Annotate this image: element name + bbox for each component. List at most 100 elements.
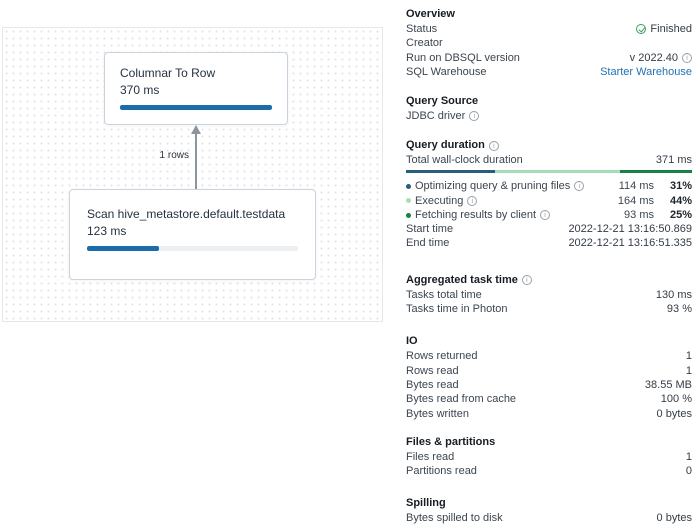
- row-label: Creator: [406, 37, 443, 50]
- node-progress-bar: [87, 246, 159, 251]
- row-label: Optimizing query & pruning files: [415, 180, 571, 193]
- row-label: Bytes read from cache: [406, 393, 517, 406]
- row-label: SQL Warehouse: [406, 65, 487, 78]
- warehouse-link[interactable]: Starter Warehouse: [600, 65, 692, 78]
- section-title: Spilling: [406, 497, 446, 510]
- row-value: 93 %: [666, 303, 692, 316]
- edge-rows-label: 1 rows: [159, 150, 189, 161]
- row-value: 371 ms: [655, 154, 692, 167]
- sql-warehouse-row: SQL Warehouse Starter Warehouse: [406, 65, 692, 79]
- duration-ms: 93 ms: [624, 208, 654, 221]
- section-title: Query duration: [406, 139, 485, 152]
- end-time-row: End time 2022-12-21 13:16:51.335: [406, 236, 692, 250]
- duration-stacked-bar: [406, 169, 692, 174]
- bytes-cache-row: Bytes read from cache 100 %: [406, 392, 692, 406]
- row-label: Tasks total time: [406, 288, 482, 301]
- duration-pct: 44%: [669, 194, 692, 207]
- bytes-written-row: Bytes written 0 bytes: [406, 407, 692, 421]
- row-label: Bytes spilled to disk: [406, 512, 503, 525]
- row-label: Rows returned: [406, 350, 478, 363]
- start-time-row: Start time 2022-12-21 13:16:50.869: [406, 222, 692, 236]
- total-duration-row: Total wall-clock duration 371 ms: [406, 153, 692, 167]
- status-badge: Finished: [650, 23, 692, 35]
- section-title: Query Source: [406, 95, 479, 108]
- node-title: Scan hive_metastore.default.testdata: [87, 207, 286, 221]
- bullet-icon: [406, 212, 411, 218]
- row-value: 2022-12-21 13:16:51.335: [568, 237, 692, 250]
- row-label: Files read: [406, 450, 455, 463]
- info-icon[interactable]: [467, 195, 478, 206]
- query-details-panel: Overview Status Finished Creator Run on …: [404, 0, 700, 532]
- row-label: Total wall-clock duration: [406, 154, 523, 167]
- section-spilling: Spilling Bytes spilled to disk 0 bytes: [406, 496, 692, 525]
- dag-node-scan[interactable]: Scan hive_metastore.default.testdata 123…: [69, 189, 316, 280]
- query-plan-canvas[interactable]: Columnar To Row 370 ms 1 rows Scan hive_…: [2, 27, 383, 322]
- section-query-duration: Query duration Total wall-clock duration…: [406, 138, 692, 250]
- rows-returned-row: Rows returned 1: [406, 349, 692, 363]
- row-value: 0 bytes: [656, 512, 692, 525]
- info-icon[interactable]: [488, 140, 499, 151]
- dag-node-columnar-to-row[interactable]: Columnar To Row 370 ms: [104, 52, 288, 125]
- tasks-total-time-row: Tasks total time 130 ms: [406, 288, 692, 302]
- segment-optimizing: [406, 169, 495, 174]
- section-aggregated-task-time: Aggregated task time Tasks total time 13…: [406, 273, 692, 317]
- node-progress-track: [87, 246, 298, 251]
- row-value: 1: [685, 364, 692, 377]
- creator-row: Creator: [406, 36, 692, 50]
- dbsql-version-row: Run on DBSQL version v 2022.40: [406, 51, 692, 65]
- tasks-photon-row: Tasks time in Photon 93 %: [406, 302, 692, 316]
- duration-breakdown-row: Optimizing query & pruning files 114 ms …: [406, 179, 692, 193]
- row-value: 100 %: [660, 393, 692, 406]
- info-icon[interactable]: [540, 210, 551, 221]
- row-label: Fetching results by client: [415, 208, 537, 221]
- info-icon[interactable]: [521, 275, 532, 286]
- segment-executing: [494, 169, 621, 174]
- finished-check-icon: [636, 24, 647, 35]
- duration-ms: 114 ms: [618, 180, 654, 193]
- row-label: Executing: [415, 194, 464, 207]
- rows-read-row: Rows read 1: [406, 364, 692, 378]
- duration-breakdown-row: Fetching results by client 93 ms 25%: [406, 208, 692, 222]
- node-progress-track: [120, 105, 272, 110]
- info-icon[interactable]: [682, 52, 692, 63]
- edge-arrowhead-icon: [191, 125, 201, 134]
- node-progress-bar: [120, 105, 272, 110]
- duration-breakdown-row: Executing 164 ms 44%: [406, 194, 692, 208]
- node-title: Columnar To Row: [120, 66, 216, 80]
- node-duration: 123 ms: [87, 224, 127, 238]
- row-label: Bytes written: [406, 407, 469, 420]
- partitions-read-row: Partitions read 0: [406, 464, 692, 478]
- row-value: v 2022.40: [629, 51, 678, 64]
- info-icon[interactable]: [469, 111, 480, 122]
- row-value: 1: [685, 450, 692, 463]
- duration-ms: 164 ms: [617, 194, 654, 207]
- section-overview: Overview Status Finished Creator Run on …: [406, 7, 692, 79]
- segment-fetching: [620, 169, 692, 174]
- section-title: Aggregated task time: [406, 273, 518, 286]
- row-value: 0 bytes: [656, 407, 692, 420]
- edge-arrow: [195, 133, 197, 189]
- row-label: Status: [406, 23, 438, 35]
- row-label: Tasks time in Photon: [406, 303, 508, 316]
- row-value: 1: [685, 350, 692, 363]
- row-label: Rows read: [406, 364, 459, 377]
- node-duration: 370 ms: [120, 83, 160, 97]
- section-title: IO: [406, 335, 418, 348]
- row-label: Start time: [406, 223, 454, 236]
- bullet-icon: [406, 183, 411, 189]
- query-source-row: JDBC driver: [406, 109, 692, 123]
- duration-pct: 31%: [669, 180, 692, 193]
- row-value: 130 ms: [655, 288, 692, 301]
- row-value: 0: [685, 465, 692, 478]
- row-label: End time: [406, 237, 450, 250]
- row-value: JDBC driver: [406, 110, 466, 123]
- status-row: Status Finished: [406, 22, 692, 36]
- files-read-row: Files read 1: [406, 450, 692, 464]
- info-icon[interactable]: [574, 181, 585, 192]
- row-value: 2022-12-21 13:16:50.869: [568, 223, 692, 236]
- row-label: Run on DBSQL version: [406, 51, 520, 64]
- section-files-partitions: Files & partitions Files read 1 Partitio…: [406, 435, 692, 479]
- row-label: Bytes read: [406, 378, 459, 391]
- section-title: Overview: [406, 8, 455, 20]
